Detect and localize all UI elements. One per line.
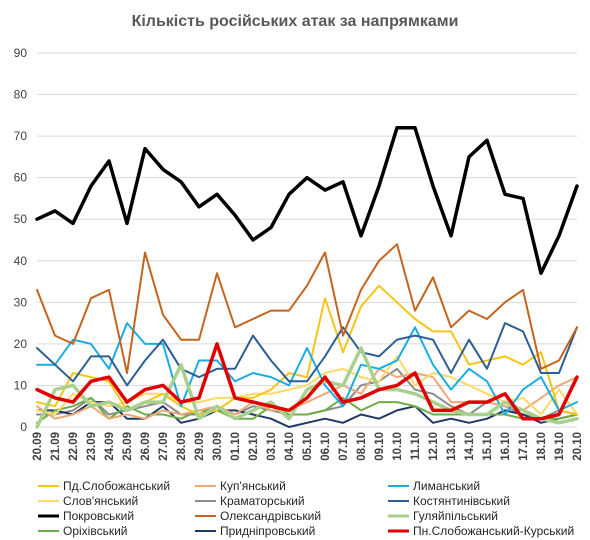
x-tick-label: 28.09 [176, 432, 188, 461]
y-tick-label: 90 [14, 46, 28, 60]
series-line [35, 126, 579, 275]
x-tick-label: 03.10 [266, 432, 278, 461]
legend-label: Лиманський [413, 479, 480, 493]
chart-title: Кількість російських атак за напрямками [132, 13, 459, 30]
legend-label: Покровський [63, 509, 134, 523]
x-tick-label: 02.10 [248, 432, 260, 461]
y-tick-label: 30 [14, 295, 28, 309]
x-tick-label: 29.09 [194, 432, 206, 461]
y-tick-label: 0 [20, 420, 27, 434]
y-tick-label: 80 [14, 88, 28, 102]
series-line [35, 346, 579, 429]
legend-label: Краматорський [220, 494, 305, 508]
x-tick-label: 12.10 [428, 432, 440, 461]
x-tick-label: 22.09 [68, 432, 80, 461]
x-tick-label: 27.09 [158, 432, 170, 461]
x-tick-label: 05.10 [302, 432, 314, 461]
x-tick-label: 13.10 [446, 432, 458, 461]
plot-area [35, 126, 579, 429]
x-tick-label: 04.10 [284, 432, 296, 461]
series-line [36, 322, 578, 387]
x-tick-label: 17.10 [518, 432, 530, 461]
y-tick-label: 50 [14, 212, 28, 226]
x-tick-label: 20.10 [572, 432, 584, 461]
y-tick-label: 70 [14, 129, 28, 143]
x-tick-label: 11.10 [410, 432, 422, 460]
x-tick-label: 14.10 [464, 432, 476, 461]
x-tick-label: 26.09 [140, 432, 152, 461]
x-tick-label: 06.10 [320, 432, 332, 461]
legend-label: Придніпровський [220, 524, 315, 538]
legend-label: Пн.Слобожанський-Курський [413, 524, 574, 538]
series-line [36, 322, 578, 416]
series-line [36, 243, 578, 374]
x-tick-label: 10.10 [392, 432, 404, 461]
series-line [35, 342, 579, 421]
y-tick-label: 20 [14, 337, 28, 351]
x-tick-label: 16.10 [500, 432, 512, 461]
x-tick-label: 08.10 [356, 432, 368, 461]
x-tick-label: 01.10 [230, 432, 242, 461]
legend-label: Гуляйпільський [413, 509, 498, 523]
y-tick-label: 10 [14, 378, 28, 392]
y-tick-label: 60 [14, 171, 28, 185]
x-tick-label: 18.10 [536, 432, 548, 461]
x-tick-label: 23.09 [86, 432, 98, 461]
series-line [36, 401, 578, 428]
legend-label: Пд.Слобожанський [63, 479, 170, 493]
x-tick-label: 24.09 [104, 432, 116, 461]
legend-label: Оріхівський [63, 524, 128, 538]
legend-label: Костянтинівський [413, 494, 510, 508]
legend-label: Слов'янський [63, 494, 138, 508]
x-tick-label: 25.09 [122, 432, 134, 461]
legend-label: Олександрівський [220, 509, 321, 523]
x-tick-label: 07.10 [338, 432, 350, 461]
x-tick-label: 09.10 [374, 432, 386, 461]
y-axis: 0 10 20 30 40 50 60 70 80 90 [14, 46, 28, 434]
legend: Пд.Слобожанський Куп'янський Лиманський Сло… [38, 479, 574, 538]
x-axis: 20.09 21.09 22.09 23.09 24.09 25.09 26.09 27.09… [32, 432, 584, 461]
x-tick-label: 21.09 [50, 432, 62, 461]
x-tick-label: 30.09 [212, 432, 224, 461]
x-tick-label: 20.09 [32, 432, 44, 461]
x-tick-label: 19.10 [554, 432, 566, 461]
y-tick-label: 40 [14, 254, 28, 268]
legend-label: Куп'янський [220, 479, 286, 493]
x-tick-label: 15.10 [482, 432, 494, 461]
